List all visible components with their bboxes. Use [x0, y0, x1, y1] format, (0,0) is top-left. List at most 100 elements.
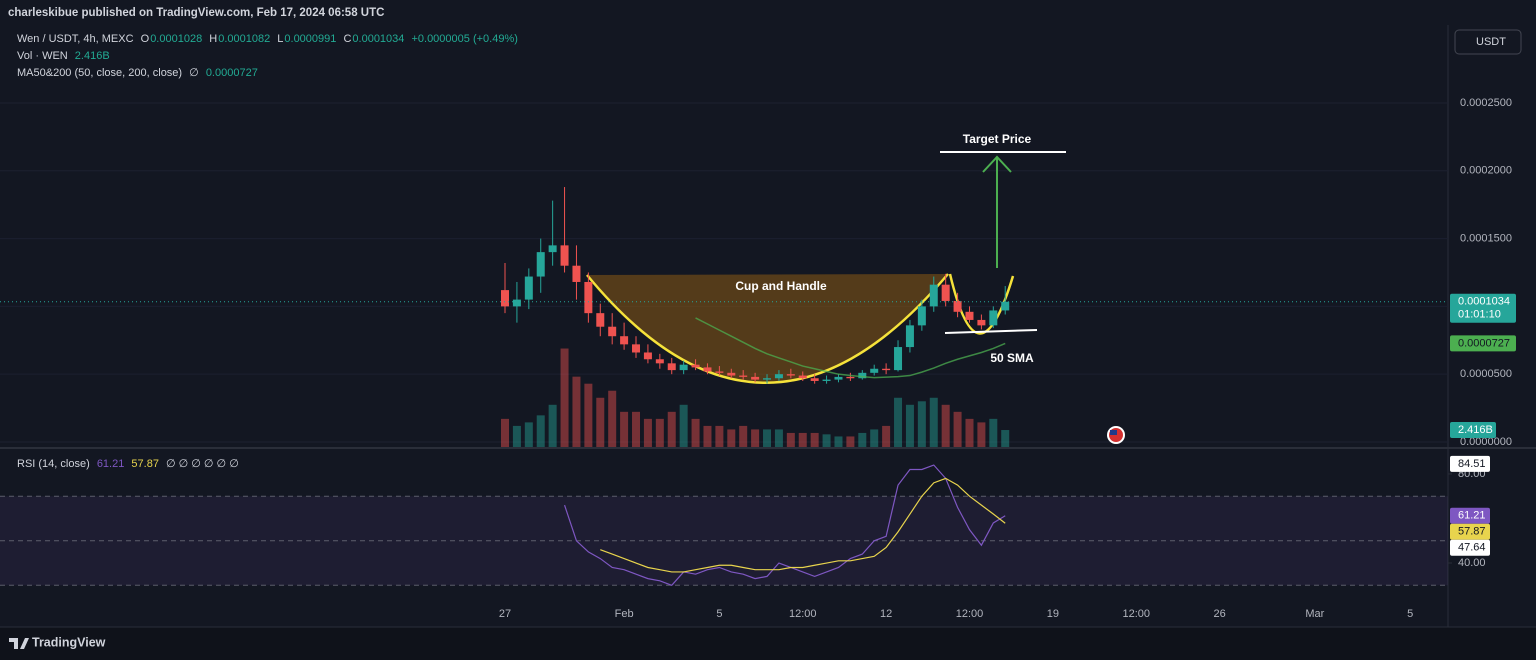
volume-bar — [548, 404, 557, 447]
volume-bar — [941, 404, 950, 447]
candle-body — [501, 290, 509, 307]
symbol: Wen / USDT, 4h, MEXC — [17, 33, 134, 45]
volume-bar — [894, 397, 903, 447]
volume-bar — [834, 436, 843, 447]
rsi-ma-value: 57.87 — [131, 458, 159, 470]
y-tick-label: 40.00 — [1458, 557, 1486, 569]
ma-title: MA50&200 (50, close, 200, close) — [17, 67, 183, 79]
ohlc-value: 0.0001028 — [150, 33, 203, 45]
volume-bar — [1001, 430, 1010, 447]
symbol-legend: Wen / USDT, 4h, MEXC O0.0001028 H0.00010… — [17, 33, 522, 45]
volume-bar — [667, 411, 676, 447]
volume-bar — [608, 390, 617, 447]
candle-body — [596, 313, 605, 327]
footer-brand: TradingView — [32, 635, 106, 649]
candle-body — [834, 376, 843, 380]
rsi-ma-line — [600, 477, 1006, 573]
flag-icon[interactable] — [1107, 426, 1125, 444]
ma-line — [695, 317, 1006, 379]
candle-body — [763, 378, 772, 380]
candle-body — [870, 368, 879, 373]
candle-body — [739, 375, 748, 377]
candle-body — [608, 326, 617, 337]
candle-body — [929, 284, 938, 307]
candle-body — [989, 310, 998, 326]
y-tick-label: 0.0000000 — [1460, 436, 1512, 448]
flag-canton[interactable] — [1110, 430, 1117, 435]
candle-body — [810, 378, 819, 381]
last-price-label: 0.0001034 — [1458, 296, 1510, 308]
x-tick-label: Mar — [1305, 608, 1324, 620]
x-tick-label: 12:00 — [956, 608, 984, 620]
rsi-scale-box — [1450, 455, 1490, 472]
volume-label: 2.416B — [1458, 424, 1493, 436]
candle-body — [643, 352, 652, 360]
candle-body — [572, 265, 581, 282]
ohlc-key: H — [209, 33, 218, 45]
candle-body — [822, 379, 831, 381]
volume-bar — [822, 434, 831, 447]
candle-body — [691, 364, 700, 368]
currency-label[interactable]: USDT — [1476, 36, 1506, 48]
volume-bar — [774, 429, 783, 447]
volume-bar — [691, 418, 700, 447]
volume-legend: Vol · WEN 2.416B — [17, 50, 114, 62]
target-label: Target Price — [963, 132, 1032, 146]
y-tick-label: 0.0002500 — [1460, 97, 1512, 109]
volume-bar — [751, 429, 760, 447]
x-tick-label: 12:00 — [1122, 608, 1150, 620]
x-tick-label: Feb — [615, 608, 634, 620]
volume-bar — [512, 425, 521, 447]
ohlc-value: 0.0000991 — [284, 33, 337, 45]
pattern-label: Cup and Handle — [735, 279, 827, 293]
x-tick-label: 5 — [1407, 608, 1413, 620]
ohlc-key: C — [343, 33, 352, 45]
volume-bar — [560, 348, 569, 447]
candle-body — [655, 359, 664, 364]
rsi-scale-box — [1450, 539, 1490, 556]
volume-bar — [715, 425, 724, 447]
currency-button[interactable] — [1454, 29, 1522, 55]
volume-bar — [596, 397, 605, 447]
volume-bar — [655, 418, 664, 447]
handle-line — [944, 329, 1038, 334]
candle-body — [727, 372, 736, 376]
candle-body — [620, 336, 629, 345]
candle-body — [536, 252, 545, 277]
candle-body — [774, 374, 783, 379]
volume-bar — [679, 404, 688, 447]
volume-bar — [965, 418, 974, 447]
volume-bar — [786, 432, 795, 447]
volume-bar — [846, 436, 855, 447]
candle-body — [584, 281, 593, 314]
footer-bar — [0, 627, 1536, 660]
volume-bar — [929, 397, 938, 447]
tradingview-logo — [9, 638, 29, 649]
rsi-scale-box — [1450, 507, 1490, 524]
candle-body — [858, 372, 867, 379]
y-tick-label: 0.0001500 — [1460, 232, 1512, 244]
target-arrow-head — [982, 155, 1012, 173]
volume-bar — [572, 376, 581, 447]
volume-bar — [977, 422, 986, 447]
candle-body — [798, 375, 807, 379]
volume-bar — [953, 411, 962, 447]
logo-mark — [9, 638, 29, 649]
change: +0.0000005 (+0.49%) — [411, 33, 518, 45]
candle-body — [941, 284, 950, 301]
volume-bar — [727, 429, 736, 447]
ohlc-key: O — [140, 33, 150, 45]
x-tick-label: 12:00 — [789, 608, 817, 620]
candle-body — [894, 347, 903, 371]
x-tick-label: 5 — [716, 608, 722, 620]
volume-bar — [917, 401, 926, 447]
last-price-box — [1450, 293, 1516, 323]
rsi-value: 61.21 — [96, 458, 125, 470]
candle-body — [882, 368, 891, 371]
rsi-extra: ∅ ∅ ∅ ∅ ∅ ∅ — [166, 458, 239, 470]
rsi-scale-label: 84.51 — [1458, 458, 1486, 470]
volume-bar — [584, 383, 593, 447]
ma-empty: ∅ — [189, 67, 199, 79]
